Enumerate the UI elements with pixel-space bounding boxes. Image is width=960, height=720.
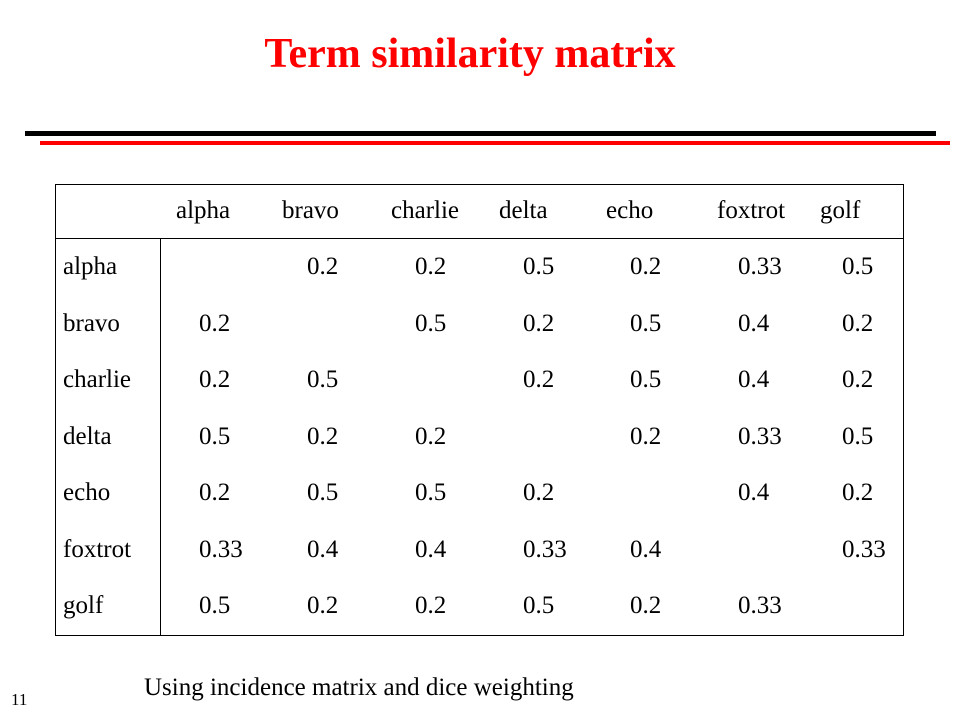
matrix-cell: 0.5 <box>630 366 662 393</box>
matrix-cell: 0.2 <box>630 592 662 619</box>
matrix-cell: 0.2 <box>199 310 231 337</box>
matrix-cell: 0.33 <box>738 423 782 450</box>
row-label: delta <box>63 423 112 450</box>
matrix-cell: 0.33 <box>199 536 243 563</box>
matrix-cell: 0.5 <box>842 253 874 280</box>
row-label: golf <box>63 592 104 619</box>
column-header: delta <box>499 197 548 224</box>
matrix-cell: 0.5 <box>199 423 231 450</box>
matrix-cell: 0.2 <box>199 366 231 393</box>
title-underline-black <box>25 131 936 136</box>
matrix-cell: 0.2 <box>630 423 662 450</box>
matrix-cell: 0.5 <box>199 592 231 619</box>
row-label: bravo <box>63 310 120 337</box>
matrix-cell: 0.2 <box>523 310 555 337</box>
matrix-cell: 0.2 <box>415 423 447 450</box>
matrix-cell: 0.33 <box>738 592 782 619</box>
footnote: Using incidence matrix and dice weightin… <box>144 674 574 701</box>
matrix-cell: 0.4 <box>307 536 339 563</box>
row-label-divider <box>160 239 161 636</box>
column-header: alpha <box>176 197 231 224</box>
page-number: 11 <box>11 690 28 709</box>
matrix-cell: 0.33 <box>842 536 886 563</box>
column-header: foxtrot <box>717 197 786 224</box>
matrix-cell: 0.33 <box>523 536 567 563</box>
column-header: echo <box>606 197 654 224</box>
matrix-cell: 0.2 <box>307 423 339 450</box>
column-header: bravo <box>282 197 339 224</box>
matrix-cell: 0.5 <box>523 253 555 280</box>
matrix-cell: 0.2 <box>307 253 339 280</box>
matrix-cell: 0.2 <box>842 479 874 506</box>
header-divider <box>55 238 904 239</box>
row-label: charlie <box>63 366 132 393</box>
matrix-cell: 0.2 <box>842 366 874 393</box>
matrix-cell: 0.2 <box>199 479 231 506</box>
matrix-cell: 0.5 <box>842 423 874 450</box>
column-header: golf <box>820 197 861 224</box>
row-label: foxtrot <box>63 536 132 563</box>
matrix-cell: 0.4 <box>415 536 447 563</box>
matrix-cell: 0.33 <box>738 253 782 280</box>
matrix-cell: 0.5 <box>415 479 447 506</box>
row-label: alpha <box>63 253 118 280</box>
matrix-cell: 0.4 <box>630 536 662 563</box>
matrix-cell: 0.5 <box>523 592 555 619</box>
column-header: charlie <box>391 197 460 224</box>
matrix-cell: 0.5 <box>630 310 662 337</box>
matrix-cell: 0.5 <box>307 366 339 393</box>
title-underline-red <box>40 141 950 145</box>
matrix-cell: 0.5 <box>415 310 447 337</box>
matrix-cell: 0.2 <box>307 592 339 619</box>
matrix-cell: 0.2 <box>523 479 555 506</box>
row-label: echo <box>63 479 111 506</box>
matrix-cell: 0.4 <box>738 310 770 337</box>
matrix-cell: 0.5 <box>307 479 339 506</box>
matrix-cell: 0.2 <box>842 310 874 337</box>
matrix-cell: 0.2 <box>415 592 447 619</box>
matrix-cell: 0.4 <box>738 479 770 506</box>
matrix-cell: 0.4 <box>738 366 770 393</box>
matrix-cell: 0.2 <box>523 366 555 393</box>
matrix-cell: 0.2 <box>415 253 447 280</box>
similarity-matrix-table <box>55 184 904 636</box>
matrix-cell: 0.2 <box>630 253 662 280</box>
slide-title: Term similarity matrix <box>264 31 676 77</box>
